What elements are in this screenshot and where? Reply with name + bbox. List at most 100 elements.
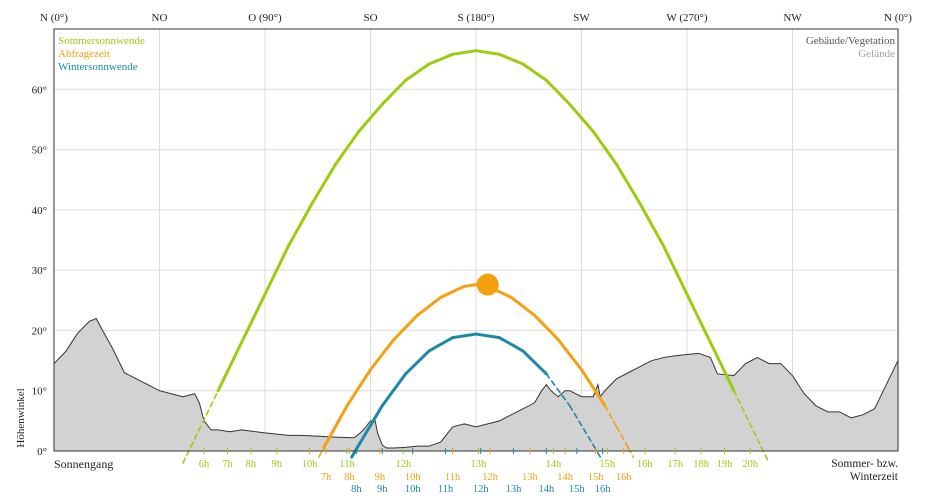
sun-path-segment-0 — [662, 244, 689, 296]
sun-path-segment-1 — [345, 368, 372, 408]
legend: SommersonnwendeAbfragezeitWintersonnwend… — [58, 35, 899, 483]
y-tick-label: 0° — [37, 446, 47, 458]
sun-path-segment-0 — [333, 129, 361, 167]
legend-item: Abfragezeit — [58, 48, 110, 60]
hour-label: 18h — [693, 459, 710, 470]
time-mode-label-2: Winterzeit — [850, 471, 899, 483]
sun-path-segment-0 — [357, 102, 384, 133]
sun-path-segment-2 — [404, 349, 431, 376]
x-tick-label: SW — [573, 12, 590, 24]
x-tick-label: NW — [783, 12, 802, 24]
hour-labels: 6h 7h 8h 9h 10h 11h 12h 13h 14h 15h 16h 17h 18h 19h 20… — [199, 448, 759, 495]
hour-label: 13h — [506, 484, 523, 495]
sun-path-segment-0 — [638, 202, 666, 248]
hour-label: 17h — [667, 459, 684, 470]
hour-label: 8h — [344, 472, 355, 483]
plot-border — [53, 28, 899, 452]
hour-label: 8h — [351, 484, 362, 495]
sun-path-segment-1 — [509, 295, 537, 317]
sun-path-segment-1 — [322, 404, 349, 450]
x-tick-label: W (270°) — [666, 12, 707, 24]
sun-path-segment-2 — [451, 332, 478, 340]
legend-item: Wintersonnwende — [58, 61, 138, 73]
hour-label: 15h — [588, 472, 605, 483]
hour-label: 16h — [595, 484, 612, 495]
time-mode-label-1: Sommer- bzw. — [831, 458, 898, 470]
sun-path-segment-1 — [439, 284, 466, 299]
sunpath-label: Sonnengang — [54, 457, 113, 471]
legend-item: Gebäude/Vegetation — [806, 35, 896, 47]
sun-paths — [182, 49, 770, 464]
sun-path-segment-0 — [568, 102, 595, 133]
hour-label: 11h — [445, 472, 461, 483]
hour-label: 7h — [222, 459, 233, 470]
sun-path-segment-0 — [240, 292, 267, 344]
sun-path-segment-0 — [591, 129, 619, 167]
sun-path-segment-0 — [685, 292, 712, 344]
plot-frame — [53, 28, 899, 452]
y-tick-label: 50° — [32, 145, 47, 157]
x-tick-label: SO — [363, 12, 377, 24]
sun-path-segment-2 — [427, 336, 455, 353]
sun-path-segment-1 — [580, 368, 607, 408]
sun-path-segment-0 — [286, 202, 314, 248]
hour-label: 9h — [377, 484, 388, 495]
hour-label: 9h — [375, 472, 386, 483]
sun-path-segment-0 — [544, 78, 572, 106]
sun-path-segment-2 — [380, 372, 408, 408]
sun-path-segment-0 — [451, 49, 478, 56]
sun-dot — [476, 273, 499, 296]
y-tick-label: 40° — [32, 205, 47, 217]
hour-label: 13h — [522, 472, 539, 483]
sun-path-segment-2 — [592, 444, 602, 458]
hour-label: 10h — [302, 459, 319, 470]
x-tick-label: N (0°) — [40, 12, 68, 24]
y-axis-label: Höhenwinkel — [15, 388, 27, 447]
sun-path-segment-0 — [193, 389, 219, 440]
sun-path-segment-0 — [310, 163, 337, 206]
legend-item: Sommersonnwende — [58, 35, 145, 47]
sun-path-segment-0 — [380, 78, 408, 106]
legend-item: Gelände — [858, 48, 895, 60]
sun-path-segment-2 — [497, 336, 525, 353]
sun-path-segment-0 — [497, 52, 525, 66]
x-tick-label: N (0°) — [884, 12, 912, 24]
hour-label: 7h — [321, 472, 332, 483]
hour-label: 14h — [538, 484, 555, 495]
y-tick-label: 60° — [32, 84, 47, 96]
hour-label: 16h — [637, 459, 654, 470]
hour-label: 13h — [470, 459, 487, 470]
x-tick-label: S (180°) — [457, 12, 494, 24]
sun-path-segment-0 — [427, 52, 455, 66]
sun-path-segment-0 — [404, 62, 431, 82]
hour-label: 15h — [599, 459, 616, 470]
sun-path-segment-1 — [533, 313, 560, 341]
hour-label: 6h — [199, 459, 210, 470]
sun-marker — [476, 273, 499, 296]
y-tick-label: 10° — [32, 386, 47, 398]
hour-label: 10h — [405, 484, 422, 495]
sun-path-segment-1 — [615, 426, 630, 449]
sun-path-segment-1 — [415, 295, 443, 317]
x-tick-label: O (90°) — [248, 12, 282, 24]
sun-path-segment-0 — [263, 244, 290, 296]
hour-label: 11h — [339, 459, 355, 470]
sun-path-segment-1 — [604, 404, 618, 428]
hour-label: 8h — [246, 459, 257, 470]
y-tick-label: 30° — [32, 265, 47, 277]
sun-path-segment-2 — [545, 373, 571, 407]
hour-label: 19h — [717, 459, 734, 470]
hour-label: 16h — [616, 472, 633, 483]
hour-label: 20h — [742, 459, 759, 470]
hour-label: 14h — [557, 472, 574, 483]
sun-path-segment-2 — [568, 404, 595, 446]
x-tick-label: NO — [152, 12, 168, 24]
sun-path-segment-1 — [462, 283, 478, 288]
sun-path-segment-1 — [369, 337, 396, 372]
hour-label: 12h — [473, 484, 490, 495]
sun-path-segment-2 — [521, 349, 548, 376]
hour-label: 12h — [482, 472, 499, 483]
sun-path-segment-1 — [556, 337, 583, 372]
